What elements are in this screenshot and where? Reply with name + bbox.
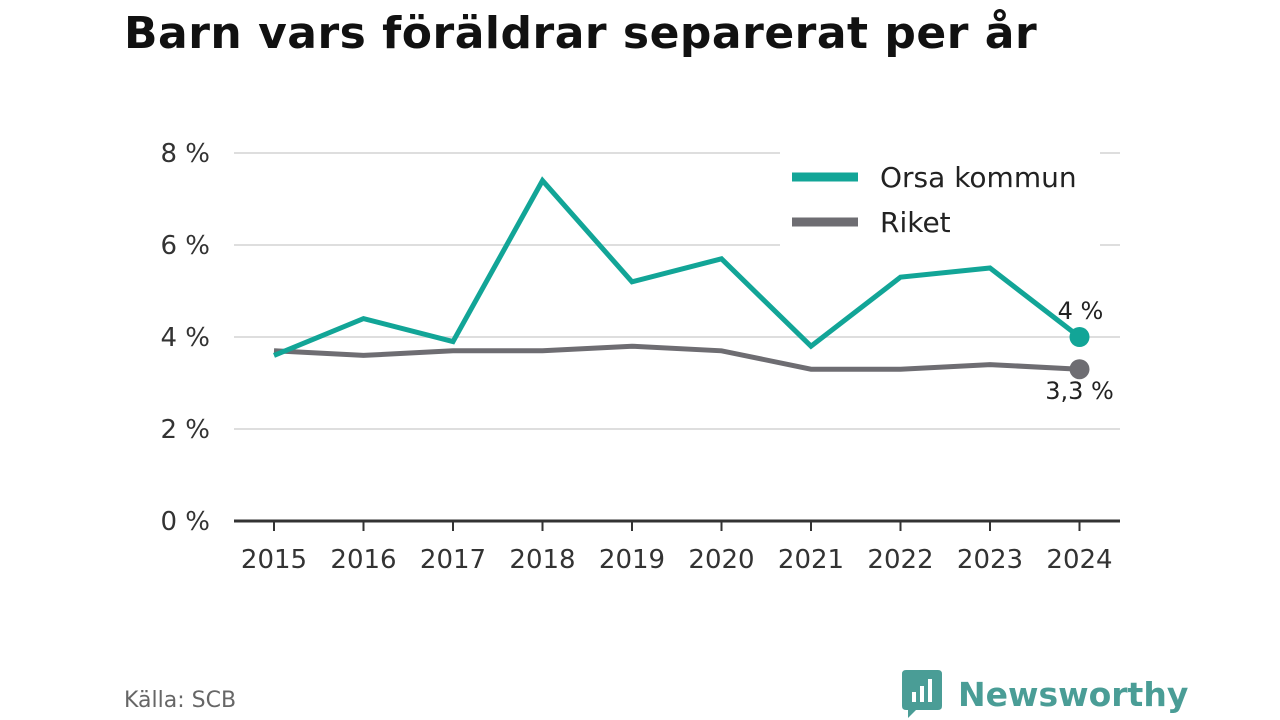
x-axis: 2015 2016 2017 2018 2019 2020 2021 2022 2023 2024 <box>234 519 1120 575</box>
x-tick-label: 2019 <box>599 545 665 575</box>
x-tick-label: 2021 <box>778 545 844 575</box>
end-point-marker <box>1069 359 1090 380</box>
x-tick-label: 2023 <box>957 545 1023 575</box>
legend-label: Orsa kommun <box>880 161 1077 194</box>
newsworthy-logo-icon <box>902 670 942 718</box>
legend-label: Riket <box>880 206 951 239</box>
brand: Newsworthy <box>902 670 1188 718</box>
y-tick-label: 6 % <box>160 231 210 261</box>
y-tick-label: 8 % <box>160 139 210 169</box>
legend-background <box>780 152 1100 246</box>
legend: Orsa kommun Riket <box>780 152 1100 246</box>
x-tick-label: 2022 <box>867 545 933 575</box>
x-tick-label: 2015 <box>241 545 307 575</box>
end-value-label: 3,3 % <box>1045 377 1114 405</box>
brand-name: Newsworthy <box>958 674 1189 714</box>
end-value-label: 4 % <box>1058 297 1104 325</box>
y-tick-label: 2 % <box>160 415 210 445</box>
x-tick-label: 2017 <box>420 545 486 575</box>
x-tick-label: 2018 <box>509 545 575 575</box>
source-note: Källa: SCB <box>124 688 237 713</box>
end-point-marker <box>1069 327 1090 347</box>
series-lines: 4 % 3,3 % <box>273 176 1114 405</box>
x-tick-label: 2024 <box>1046 545 1112 575</box>
series-line-orsa-kommun <box>273 176 1082 358</box>
x-tick-label: 2016 <box>330 545 396 575</box>
chart-title: Barn vars föräldrar separerat per år <box>124 8 1038 59</box>
x-tick-label: 2020 <box>688 545 754 575</box>
y-tick-label: 4 % <box>160 323 210 353</box>
y-axis: 0 % 2 % 4 % 6 % 8 % <box>160 139 210 537</box>
y-tick-label: 0 % <box>160 507 210 537</box>
series-line-riket <box>273 343 1080 372</box>
